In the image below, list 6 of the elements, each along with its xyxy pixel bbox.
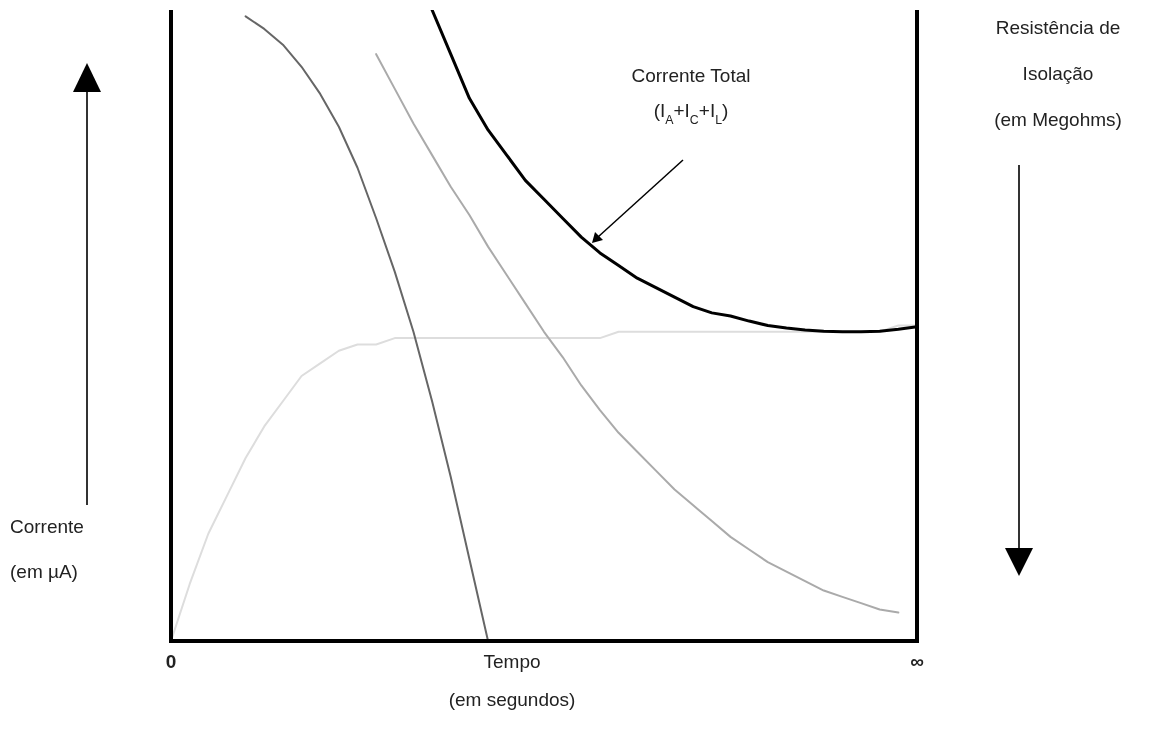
text: Corrente (em µA) [10,516,84,582]
text: Resistência de Isolação (em Megohms) [994,17,1122,130]
x-tick-label: 0 [165,651,177,672]
x-axis-title: Tempo (em segundos) [448,651,576,710]
annotation: Corrente Total (I$_{A}$+I$_{C}$+I$_{L}$) [631,65,751,127]
x-tick-label: ∞ [910,651,924,672]
